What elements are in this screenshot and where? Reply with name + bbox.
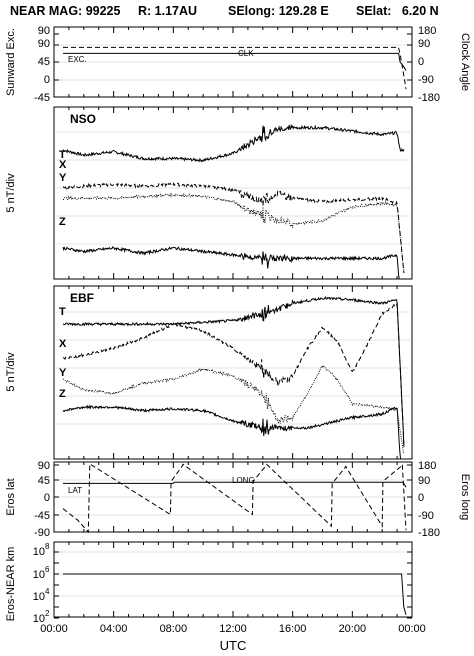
nso-axis-label: 5 nT/div <box>5 173 17 213</box>
header-selat: SElat: 6.20 N <box>356 4 439 18</box>
clock-tick-label: 180 <box>418 25 436 37</box>
nso-label-y: Y <box>59 172 67 184</box>
ebf-label-t: T <box>59 306 66 318</box>
clock-tick-label: -180 <box>418 92 440 104</box>
sunward-tick-label: -45 <box>34 92 50 104</box>
x-tick-label: 00:00 <box>40 623 68 635</box>
clock-tick-label: 0 <box>418 56 424 68</box>
nso-panel-frame <box>53 106 413 280</box>
distance-panel-frame <box>53 541 413 618</box>
distance-axis-label: Eros-NEAR km <box>5 547 17 622</box>
long-label: LONG <box>232 476 255 485</box>
sunward-tick-label: 90 <box>38 25 50 37</box>
distance-tick-label: 10 <box>33 613 45 625</box>
sunward-tick-label: 0 <box>44 74 50 86</box>
header-title: NEAR MAG: 99225 <box>10 4 120 18</box>
series-y-line <box>62 363 405 455</box>
ebf-label-y: Y <box>59 367 67 379</box>
eros-long-tick-label: -180 <box>418 527 440 539</box>
distance-tick-label: 10 <box>33 591 45 603</box>
distance-tick-label: 10 <box>33 569 45 581</box>
eros-long-tick-label: 0 <box>418 492 424 504</box>
clock-tick-label: 90 <box>418 38 430 50</box>
eros-lat-tick-label: -90 <box>34 527 50 539</box>
x-tick-label: 00:00 <box>398 623 426 635</box>
eros-lat-tick-label: 0 <box>44 492 50 504</box>
clock-angle-axis-label: Clock Angle <box>459 33 471 91</box>
eros-long-axis-label: Eros long <box>459 474 471 520</box>
eros-long-tick-label: 180 <box>418 460 436 472</box>
series-distance-line <box>63 573 407 615</box>
series-long-line <box>62 463 407 534</box>
series-exc.-line <box>63 52 407 71</box>
axis-ticks <box>53 27 413 619</box>
sunward-tick-label: 90 <box>38 38 50 50</box>
x-tick-label: 20:00 <box>339 623 367 635</box>
nso-label-x: X <box>59 159 67 171</box>
x-tick-label: 12:00 <box>219 623 247 635</box>
nso-label-t: T <box>59 149 66 161</box>
eros-long-tick-label: 90 <box>418 475 430 487</box>
series-t-line <box>63 123 405 163</box>
distance-tick-exponent: 8 <box>45 542 50 551</box>
header-selong: SElong: 129.28 E <box>228 4 329 18</box>
series-x-line <box>62 302 405 446</box>
data-traces <box>62 46 407 615</box>
x-tick-label: 04:00 <box>100 623 128 635</box>
eros-lat-tick-label: -45 <box>34 510 50 522</box>
distance-tick-exponent: 4 <box>45 587 50 596</box>
eros-lat-axis-label: Eros lat <box>5 478 17 515</box>
eros-long-tick-label: -90 <box>418 510 434 522</box>
x-tick-label: 16:00 <box>279 623 307 635</box>
x-tick-labels: 00:00 04:00 08:00 12:00 16:00 20:00 00:0… <box>40 623 426 635</box>
eros-lat-tick-label: 45 <box>38 475 50 487</box>
clock-tick-label: -90 <box>418 74 434 86</box>
series-t-line <box>62 295 405 448</box>
ebf-axis-label: 5 nT/div <box>5 352 17 392</box>
ebf-label-z: Z <box>59 388 66 400</box>
x-tick-label: 08:00 <box>160 623 188 635</box>
nso-label-z: Z <box>59 216 66 228</box>
header-range: R: 1.17AU <box>138 4 197 18</box>
sunward-tick-label: 45 <box>38 56 50 68</box>
x-axis-label: UTC <box>220 638 247 653</box>
sunward-axis-label: Sunward Exc. <box>5 28 17 96</box>
exc-label: EXC. <box>68 55 87 64</box>
lat-label: LAT <box>68 486 82 495</box>
nso-panel-title: NSO <box>70 112 96 126</box>
distance-tick-label: 10 <box>33 546 45 558</box>
ebf-panel-title: EBF <box>70 291 94 305</box>
series-z-line <box>62 404 404 460</box>
series-y-line <box>63 192 405 273</box>
eros-lat-tick-label: 90 <box>38 460 50 472</box>
series-clk-line <box>63 46 407 90</box>
series-x-line <box>63 181 405 274</box>
distance-tick-exponent: 2 <box>45 609 50 618</box>
clk-label: CLK <box>238 49 254 58</box>
distance-tick-exponent: 6 <box>45 565 50 574</box>
series-z-line <box>62 246 404 280</box>
ebf-label-x: X <box>59 338 67 350</box>
series-lat-line <box>63 481 407 488</box>
